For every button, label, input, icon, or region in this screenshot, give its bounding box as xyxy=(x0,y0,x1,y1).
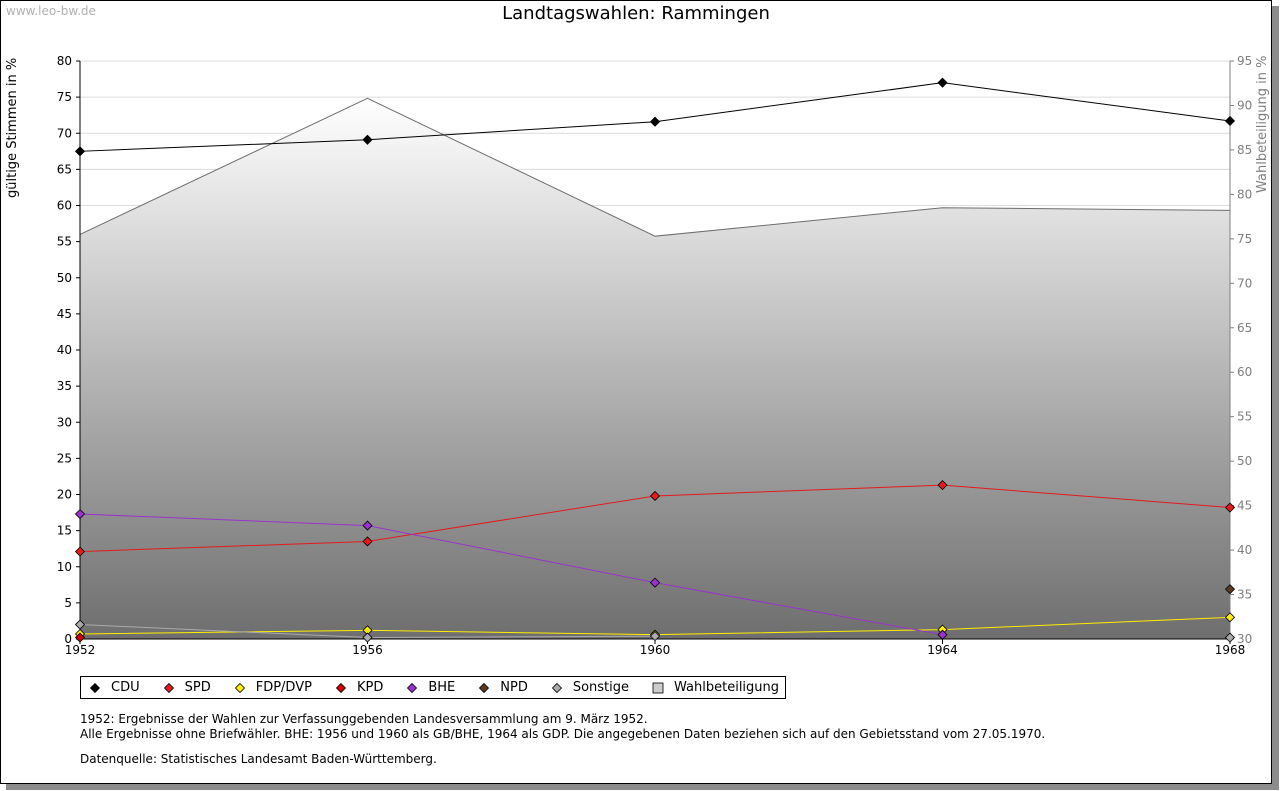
legend-label: SPD xyxy=(184,680,211,695)
legend-item: Wahlbeteiligung xyxy=(650,680,779,696)
data-point-cdu xyxy=(937,77,948,88)
y2-tick-label: 90 xyxy=(1237,98,1252,112)
legend-diamond-icon xyxy=(479,682,490,693)
legend-item: BHE xyxy=(404,680,455,696)
legend-label: FDP/DVP xyxy=(255,680,312,695)
data-point-bhe xyxy=(649,577,661,588)
y2-axis-label-text: Wahlbeteiligung in % xyxy=(1255,55,1270,193)
data-point-sonstige xyxy=(649,631,661,642)
legend-item: FDP/DVP xyxy=(232,680,312,696)
y-tick-label: 35 xyxy=(57,379,72,393)
y-tick-label: 45 xyxy=(57,307,72,321)
y-tick-label: 75 xyxy=(57,90,72,104)
legend-label: Sonstige xyxy=(572,680,630,695)
legend-diamond-icon xyxy=(234,682,245,693)
y-tick-label: 55 xyxy=(57,235,72,249)
legend-item: Sonstige xyxy=(549,680,629,696)
y-tick-label: 80 xyxy=(57,54,72,68)
legend-item: SPD xyxy=(161,680,211,696)
data-point-spd xyxy=(362,536,373,547)
turnout-area xyxy=(79,97,1231,639)
y-tick-label: 60 xyxy=(57,199,72,213)
legend-label: Wahlbeteiligung xyxy=(674,680,780,695)
x-tick-label: 1968 xyxy=(1215,643,1246,657)
data-point-bhe xyxy=(937,629,948,640)
y2-tick-label: 60 xyxy=(1237,365,1252,379)
data-point-bhe xyxy=(362,520,373,531)
data-point-spd xyxy=(74,546,86,557)
y2-tick-label: 45 xyxy=(1237,499,1252,513)
y2-tick-label: 30 xyxy=(1237,632,1252,646)
y2-tick-label: 70 xyxy=(1237,276,1252,290)
data-point-npd xyxy=(1224,584,1236,595)
legend-label: CDU xyxy=(111,680,140,695)
y2-tick-label: 80 xyxy=(1237,187,1252,201)
data-point-fdpdvp xyxy=(1224,612,1236,623)
legend-label: BHE xyxy=(428,680,456,695)
y2-tick-label: 85 xyxy=(1237,143,1252,157)
y2-tick-label: 75 xyxy=(1237,232,1252,246)
series-line-bhe xyxy=(79,513,943,636)
legend-diamond-icon xyxy=(163,682,174,693)
y-tick-label: 10 xyxy=(57,560,72,574)
legend-diamond-icon xyxy=(407,682,418,693)
data-point-kpd xyxy=(74,632,86,643)
y-tick-label: 30 xyxy=(57,415,72,429)
data-point-sonstige xyxy=(74,619,86,630)
data-point-cdu xyxy=(74,146,86,157)
watermark: www.leo-bw.de xyxy=(6,4,96,18)
note-line: 1952: Ergebnisse der Wahlen zur Verfassu… xyxy=(80,712,648,726)
y-tick-label: 65 xyxy=(57,162,72,176)
y2-tick-label: 95 xyxy=(1237,54,1252,68)
legend-item: NPD xyxy=(476,680,528,696)
y2-tick-label: 40 xyxy=(1237,543,1252,557)
x-tick-label: 1960 xyxy=(640,643,671,657)
data-point-spd xyxy=(1224,502,1236,513)
y2-tick-label: 35 xyxy=(1237,588,1252,602)
legend-item: KPD xyxy=(333,680,383,696)
legend: CDU SPD FDP/DVP KPD BHE NPD Sonstige Wahlbeteil… xyxy=(80,676,787,699)
data-point-sonstige xyxy=(362,632,373,643)
y-tick-label: 50 xyxy=(57,271,72,285)
legend-label: NPD xyxy=(500,680,528,695)
x-tick-label: 1964 xyxy=(927,643,958,657)
data-source: Datenquelle: Statistisches Landesamt Bad… xyxy=(80,752,437,766)
y-tick-label: 40 xyxy=(57,343,72,357)
data-point-cdu xyxy=(649,116,661,127)
y-axis-label-text: gültige Stimmen in % xyxy=(5,57,20,198)
data-point-sonstige xyxy=(1224,632,1236,643)
legend-diamond-icon xyxy=(335,682,347,693)
y2-tick-label: 65 xyxy=(1237,321,1252,335)
data-point-cdu xyxy=(1224,115,1236,127)
legend-diamond-icon xyxy=(551,682,562,693)
y-tick-label: 15 xyxy=(57,524,72,538)
legend-item: CDU xyxy=(87,680,140,696)
series-markers xyxy=(74,77,1236,643)
data-point-spd xyxy=(649,490,661,502)
frame-shadow-bottom xyxy=(6,784,1279,790)
legend-diamond-icon xyxy=(89,682,101,693)
y2-tick-label: 50 xyxy=(1237,454,1252,468)
data-point-spd xyxy=(937,480,948,491)
data-point-cdu xyxy=(362,134,373,145)
y-tick-label: 20 xyxy=(57,488,72,502)
axes: 0 5 10 15 20 25 30 35 40 45 50 55 60 65 70 75 80 30 35 40 45… xyxy=(57,54,1253,657)
y-tick-label: 70 xyxy=(57,126,72,140)
x-tick-label: 1952 xyxy=(65,643,96,657)
legend-square-icon xyxy=(652,682,664,693)
turnout-area-fill xyxy=(80,98,1230,639)
x-tick-label: 1956 xyxy=(352,643,383,657)
chart-title: Landtagswahlen: Rammingen xyxy=(502,3,770,24)
data-point-bhe xyxy=(74,508,86,520)
y2-tick-label: 55 xyxy=(1237,410,1252,424)
y-tick-label: 5 xyxy=(64,596,72,610)
legend-label: KPD xyxy=(356,680,384,695)
y-tick-label: 25 xyxy=(57,451,72,465)
note-line: Alle Ergebnisse ohne Briefwähler. BHE: 1… xyxy=(80,727,1046,741)
notes: 1952: Ergebnisse der Wahlen zur Verfassu… xyxy=(80,712,1045,742)
frame-shadow-right xyxy=(1272,6,1279,790)
y-tick-label: 0 xyxy=(64,632,72,646)
